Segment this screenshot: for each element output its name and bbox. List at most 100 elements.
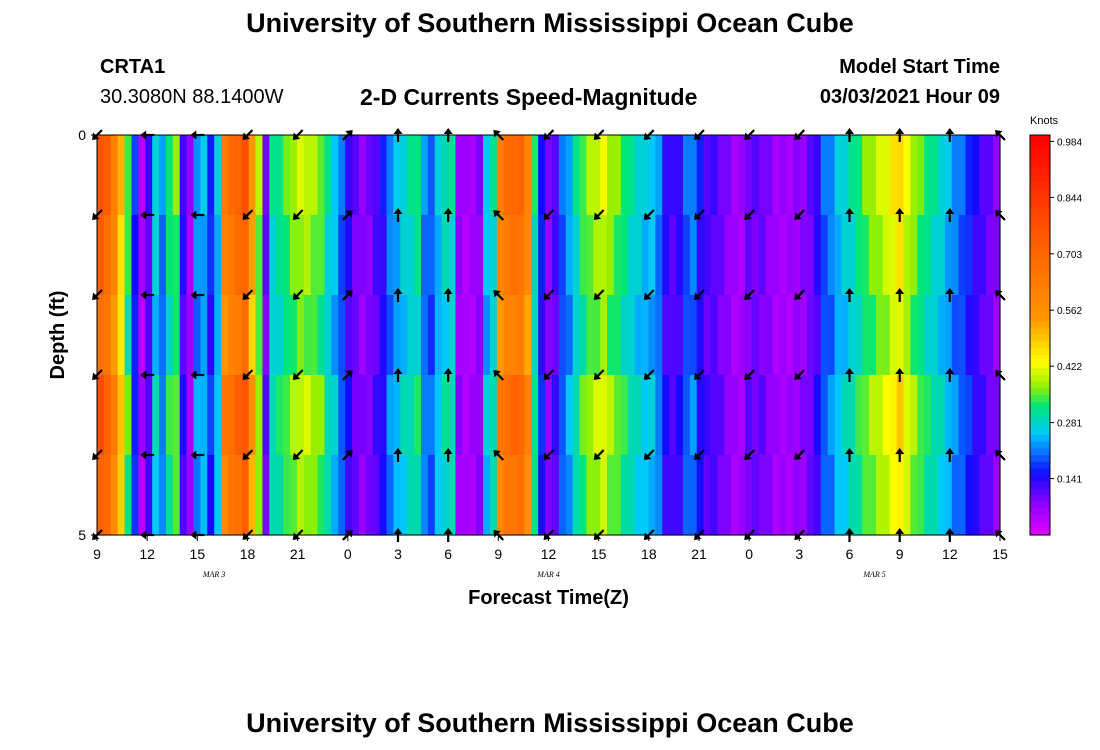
colorbar-segment	[1030, 328, 1050, 336]
heatmap-cell	[917, 135, 925, 216]
heatmap-cell	[407, 135, 415, 216]
heatmap-cell	[303, 455, 312, 536]
heatmap-cell	[600, 375, 608, 456]
colorbar-tick-label: 0.141	[1057, 475, 1082, 486]
current-vector-arrow	[744, 129, 755, 140]
heatmap-cell	[613, 135, 622, 216]
heatmap-cell	[717, 295, 725, 376]
heatmap-cell	[365, 375, 374, 456]
heatmap-cell	[234, 215, 243, 296]
heatmap-cell	[738, 295, 746, 376]
heatmap-cell	[117, 455, 126, 536]
heatmap-cell	[531, 295, 539, 376]
heatmap-cell	[124, 295, 133, 376]
heatmap-cell	[627, 135, 636, 216]
heatmap-cell	[324, 375, 332, 456]
heatmap-cell	[193, 135, 201, 216]
current-vector-arrow	[190, 370, 205, 380]
heatmap-cell	[276, 135, 284, 216]
heatmap-cell	[131, 135, 139, 216]
current-vector-arrow	[995, 450, 1006, 461]
heatmap-cell	[531, 455, 539, 536]
heatmap-cell	[165, 135, 174, 216]
current-vector-arrow	[593, 369, 605, 380]
current-vector-arrow	[92, 289, 103, 300]
heatmap-cell	[558, 215, 567, 296]
heatmap-cell	[620, 135, 629, 216]
heatmap-cell	[193, 375, 201, 456]
heatmap-cell	[221, 215, 229, 296]
heatmap-cell	[234, 295, 243, 376]
heatmap-cell	[869, 215, 877, 296]
heatmap-cell	[889, 135, 898, 216]
heatmap-cell	[565, 215, 574, 296]
current-vector-arrow	[493, 370, 505, 381]
heatmap-cell	[669, 375, 677, 456]
date-label: MAR 5	[862, 570, 885, 579]
colorbar-segment	[1030, 161, 1050, 169]
current-vector-arrow	[242, 369, 254, 380]
heatmap-cell	[951, 455, 960, 536]
colorbar-unit-label: Knots	[1030, 115, 1059, 127]
heatmap-cell	[227, 135, 236, 216]
heatmap-cell	[303, 375, 312, 456]
heatmap-cell	[627, 455, 636, 536]
heatmap-cell	[917, 375, 925, 456]
x-tick-label: 15	[190, 546, 206, 562]
x-tick-label: 18	[240, 546, 256, 562]
heatmap-cell	[551, 135, 560, 216]
heatmap-cell	[869, 455, 877, 536]
heatmap-cell	[993, 455, 1001, 536]
heatmap-cell	[110, 375, 119, 456]
heatmap-cell	[489, 215, 498, 296]
current-vector-arrow	[643, 289, 655, 300]
heatmap-cell	[159, 295, 167, 376]
heatmap-cell	[648, 455, 656, 536]
heatmap-cell	[262, 215, 270, 296]
heatmap-cell	[786, 295, 794, 376]
heatmap-cell	[896, 295, 905, 376]
heatmap-cell	[593, 295, 601, 376]
current-vector-arrow	[292, 289, 304, 300]
heatmap-cell	[138, 215, 146, 296]
heatmap-cell	[103, 375, 112, 456]
heatmap-cell	[896, 215, 905, 296]
heatmap-cell	[937, 295, 946, 376]
colorbar-segment	[1030, 201, 1050, 209]
heatmap-cell	[269, 455, 277, 536]
heatmap-cell	[600, 455, 608, 536]
heatmap-cell	[331, 375, 339, 456]
heatmap-cell	[627, 215, 636, 296]
heatmap-cell	[738, 375, 746, 456]
heatmap-cell	[772, 295, 781, 376]
current-vector-arrow	[593, 129, 605, 140]
current-vector-arrow	[342, 290, 353, 301]
heatmap-cell	[255, 295, 264, 376]
heatmap-cell	[276, 215, 284, 296]
heatmap-cell	[227, 215, 236, 296]
heatmap-cell	[538, 375, 546, 456]
current-vector-arrow	[643, 449, 655, 460]
heatmap-cell	[172, 295, 181, 376]
x-tick-label: 0	[344, 546, 352, 562]
heatmap-cell	[483, 375, 491, 456]
heatmap-cell	[365, 295, 374, 376]
heatmap-cell	[221, 295, 229, 376]
heatmap-cell	[972, 215, 980, 296]
heatmap-cell	[662, 375, 670, 456]
heatmap-cell	[358, 455, 367, 536]
heatmap-cell	[386, 295, 394, 376]
heatmap-cell	[207, 135, 215, 216]
heatmap-cell	[937, 375, 946, 456]
colorbar-segment	[1030, 428, 1050, 436]
heatmap-cell	[483, 215, 491, 296]
heatmap-cell	[779, 215, 787, 296]
colorbar-segment	[1030, 208, 1050, 216]
colorbar-segment	[1030, 381, 1050, 389]
heatmap-cell	[793, 295, 801, 376]
heatmap-cell	[434, 375, 443, 456]
current-vector-arrow	[945, 368, 955, 382]
heatmap-cell	[248, 135, 257, 216]
heatmap-cell	[545, 455, 553, 536]
heatmap-cell	[600, 135, 608, 216]
